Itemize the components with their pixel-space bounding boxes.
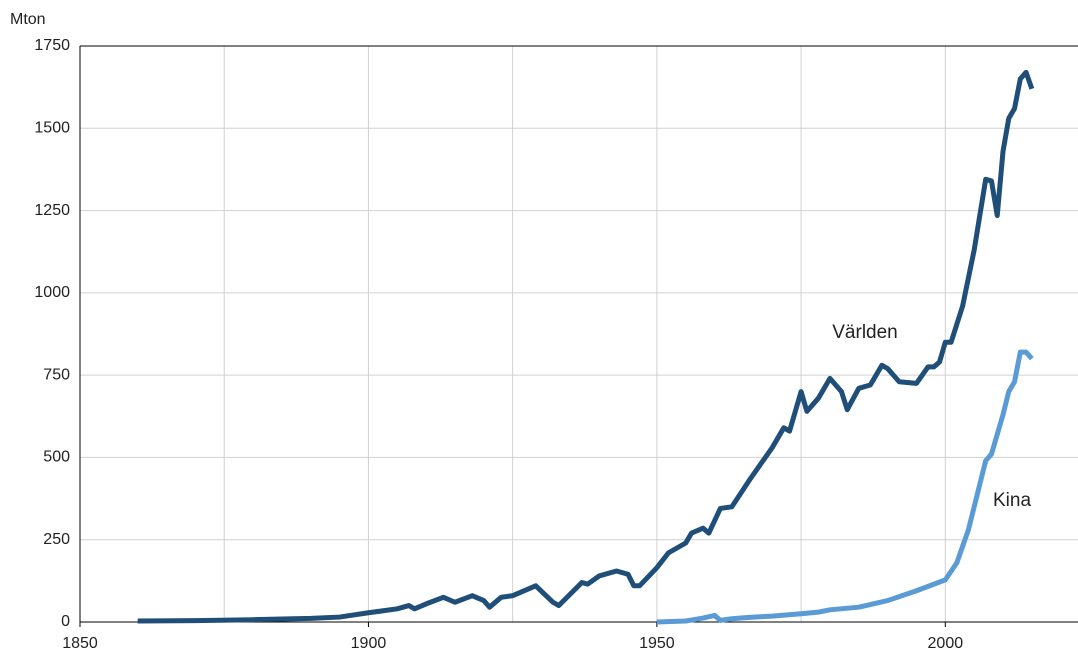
y-tick-label: 500 (43, 449, 70, 466)
x-tick-label: 1850 (62, 635, 98, 652)
line-series (656, 349, 1034, 625)
series-label: Kina (993, 490, 1031, 511)
y-tick-label: 1500 (34, 120, 70, 137)
y-tick-label: 0 (61, 613, 70, 630)
line-series (137, 69, 1035, 624)
y-tick-label: 250 (43, 531, 70, 548)
y-tick-label: 1000 (34, 284, 70, 301)
x-tick-label: 1950 (639, 635, 675, 652)
y-tick-label: 1250 (34, 202, 70, 219)
y-axis-label: Mton (10, 11, 46, 28)
x-tick-label: 2000 (928, 635, 964, 652)
y-tick-label: 1750 (34, 37, 70, 54)
x-tick-label: 1900 (351, 635, 387, 652)
y-tick-label: 750 (43, 366, 70, 383)
series-label: Världen (832, 322, 898, 343)
